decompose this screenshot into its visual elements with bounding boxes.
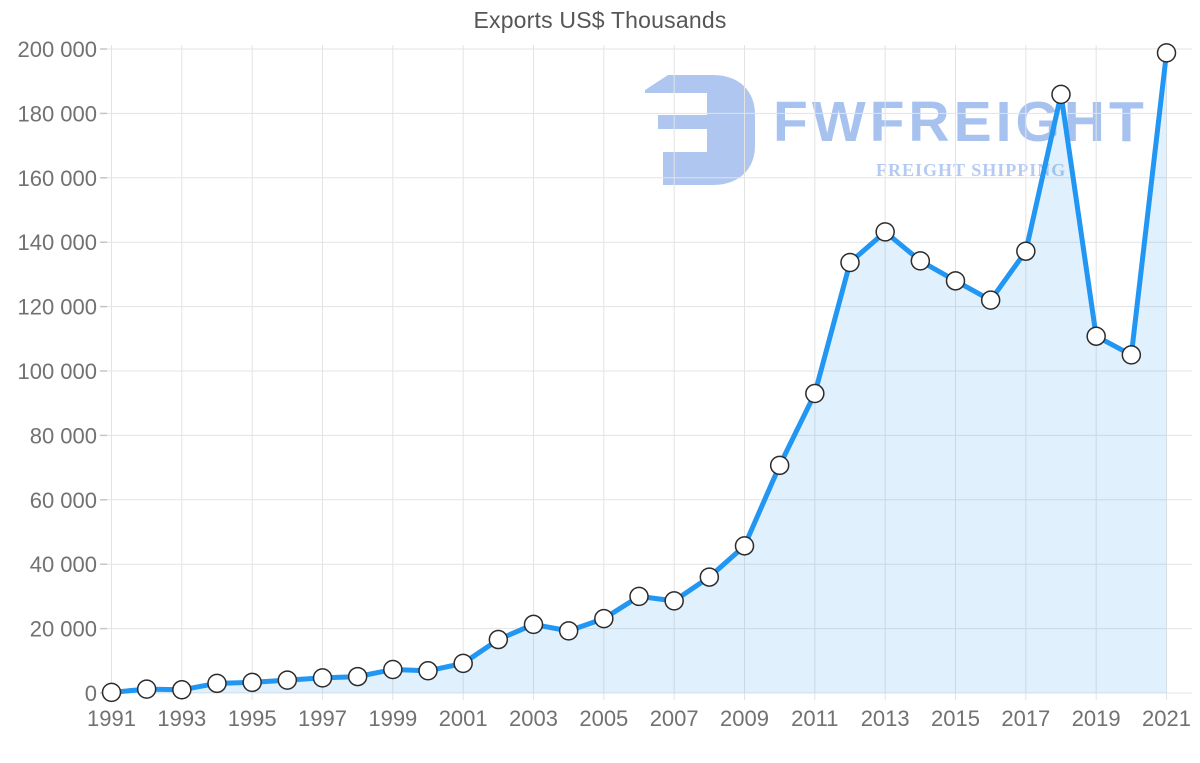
- x-axis-label: 2019: [1072, 706, 1121, 731]
- y-axis-label: 200 000: [17, 37, 97, 62]
- x-axis-label: 2015: [931, 706, 980, 731]
- y-axis-label: 120 000: [17, 295, 97, 320]
- y-axis-label: 20 000: [30, 617, 97, 642]
- data-point-2007[interactable]: [664, 591, 684, 611]
- fwfreight-logo-icon: [645, 75, 755, 185]
- fwfreight-watermark: FWFREIGHT FREIGHT SHIPPING: [643, 73, 1144, 188]
- x-axis-label: 2001: [439, 706, 488, 731]
- x-axis-label: 2005: [579, 706, 628, 731]
- data-point-2008[interactable]: [699, 567, 720, 587]
- data-point-1991[interactable]: [101, 682, 122, 703]
- data-point-2001[interactable]: [453, 653, 473, 674]
- data-point-2017[interactable]: [1016, 241, 1036, 261]
- x-axis-label: 1997: [298, 706, 347, 731]
- data-point-2014[interactable]: [910, 251, 931, 271]
- x-axis-label: 2021: [1142, 706, 1191, 731]
- x-axis-label: 1995: [228, 706, 277, 731]
- y-axis-label: 140 000: [17, 230, 97, 255]
- y-axis-label: 40 000: [30, 552, 97, 577]
- data-point-1994[interactable]: [207, 673, 227, 694]
- data-point-1997[interactable]: [312, 668, 333, 688]
- y-axis-label: 100 000: [17, 359, 97, 384]
- data-point-1995[interactable]: [242, 672, 262, 693]
- data-point-2018[interactable]: [1051, 84, 1071, 105]
- x-axis-label: 2007: [650, 706, 699, 731]
- data-point-2016[interactable]: [980, 290, 1001, 310]
- data-point-2019[interactable]: [1086, 326, 1106, 346]
- data-point-2011[interactable]: [805, 383, 825, 404]
- data-point-2020[interactable]: [1121, 345, 1142, 365]
- watermark-tagline-text: FREIGHT SHIPPING: [876, 160, 1067, 180]
- x-axis-label: 2009: [720, 706, 769, 731]
- x-axis-label: 1999: [368, 706, 417, 731]
- y-axis-label: 180 000: [17, 101, 97, 126]
- x-axis-label: 2003: [509, 706, 558, 731]
- y-axis-label: 160 000: [17, 166, 97, 191]
- data-point-1993[interactable]: [172, 680, 192, 700]
- x-axis-label: 1991: [87, 706, 136, 731]
- data-point-2021[interactable]: [1156, 43, 1177, 63]
- data-point-2012[interactable]: [840, 252, 860, 273]
- data-point-1996[interactable]: [277, 670, 298, 690]
- watermark-brand-text: FWFREIGHT: [773, 90, 1148, 154]
- data-point-2000[interactable]: [418, 661, 438, 681]
- y-axis-label: 60 000: [30, 488, 97, 513]
- data-point-2010[interactable]: [769, 455, 790, 476]
- x-axis-label: 2013: [861, 706, 910, 731]
- y-axis-label: 0: [85, 681, 97, 706]
- x-axis-label: 1993: [157, 706, 206, 731]
- x-axis-label: 2011: [791, 706, 838, 731]
- data-point-2003[interactable]: [523, 614, 544, 635]
- data-point-1992[interactable]: [136, 679, 157, 699]
- data-point-2015[interactable]: [945, 271, 966, 291]
- area-fill: [111, 52, 1167, 693]
- data-point-2002[interactable]: [488, 629, 509, 650]
- data-point-2006[interactable]: [629, 586, 649, 607]
- data-point-2005[interactable]: [594, 608, 614, 629]
- data-point-1998[interactable]: [347, 666, 368, 687]
- data-point-1999[interactable]: [383, 659, 403, 680]
- data-point-2013[interactable]: [875, 222, 895, 242]
- data-point-2009[interactable]: [734, 536, 755, 556]
- x-axis-label: 2017: [1001, 706, 1050, 731]
- y-axis-label: 80 000: [30, 423, 97, 448]
- chart-title: Exports US$ Thousands: [473, 7, 727, 33]
- data-point-2004[interactable]: [558, 621, 579, 641]
